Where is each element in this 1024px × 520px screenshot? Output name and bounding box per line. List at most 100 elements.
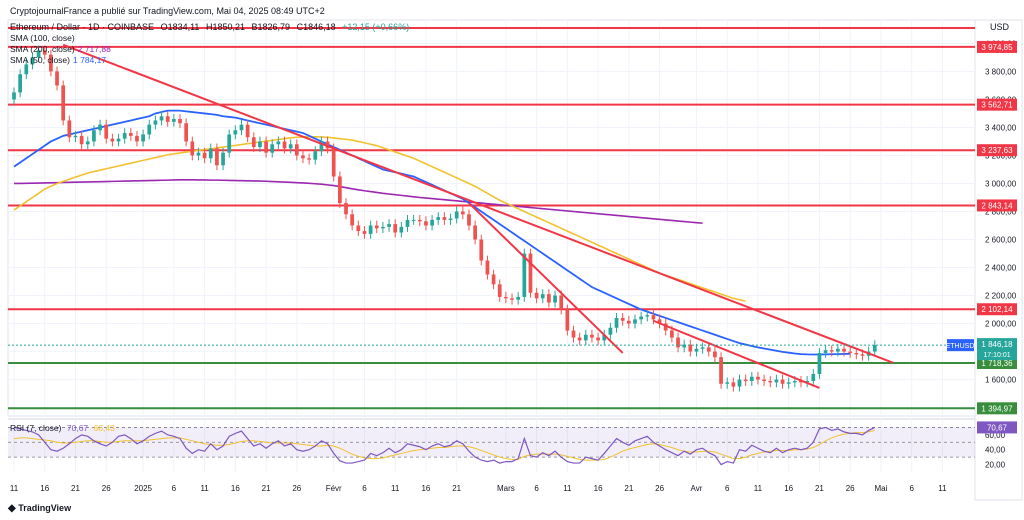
rsi-tick-label: 60,00 [985,431,1006,440]
candle [319,141,324,152]
candle [85,141,90,145]
candle [135,135,139,142]
x-tick-label: 16 [40,484,49,493]
candle [792,380,797,383]
candle [583,334,588,341]
indicator-sma200[interactable]: SMA (200, close) 2 717,88 [10,44,111,54]
candle [688,344,693,352]
candle [301,155,305,159]
candle [657,319,662,324]
candle [590,334,594,338]
candle [872,345,877,352]
candle [756,376,760,380]
x-tick-label: 16 [594,484,603,493]
candle [780,379,785,384]
x-tick-label: 16 [231,484,240,493]
y-tick-label: 2 400,00 [985,264,1017,273]
candle [190,141,195,156]
candle [104,124,109,139]
symbol-title[interactable]: Ethereum / Dollar · 1D · COINBASE [10,22,155,32]
x-tick-label: 11 [563,484,572,493]
candle [424,221,428,226]
rsi-ma-line [13,429,875,461]
candle [239,124,244,131]
last-price-label: 1 846,18 [981,340,1013,349]
y-tick-label: 3 800,00 [985,67,1017,76]
candle [633,319,637,324]
candle [30,57,35,65]
candle [473,225,477,240]
candle [393,224,398,233]
x-tick-label: Mars [497,484,515,493]
candle [577,337,582,341]
sma100-line [13,136,746,302]
footer-text: TradingView [18,503,72,513]
ohlc-close: C1846,18 [296,22,336,32]
rsi-tick-label: 40,00 [985,446,1006,455]
x-tick-label: Avr [691,484,703,493]
candle [516,296,521,300]
chart-header: CryptojournalFrance a publié sur Trading… [10,6,329,16]
candle [651,315,656,320]
candle [417,219,422,222]
candle [171,119,176,122]
candle [202,152,207,159]
candle [338,176,342,204]
candle [768,380,773,383]
x-tick-label: 21 [71,484,80,493]
candle [381,226,385,229]
candle [559,295,564,310]
level-label: 2 102,14 [981,305,1013,314]
level-tag [977,199,1017,212]
candle [153,120,158,125]
ohlc-open: O1834,11 [160,22,200,32]
rsi-ma-value: 66,43 [93,423,115,433]
y-tick-label: 1 600,00 [985,376,1017,385]
candle [540,294,545,299]
candle [356,225,361,232]
candle [547,294,551,303]
candle [24,64,29,75]
candle [676,337,680,348]
candle [620,317,625,321]
indicator-rsi[interactable]: RSI (7, close) 70,67 66,43 [10,423,115,433]
candle [264,141,268,153]
candle [98,124,102,131]
candle [522,253,527,297]
indicator-sma50[interactable]: SMA (50, close) 1 784,17 [10,55,106,65]
tradingview-logo[interactable]: ◆ TradingView [8,503,71,514]
indicator-label: SMA (50, close) [10,55,70,65]
candle [208,148,213,159]
candle [534,292,539,299]
candle [49,54,53,72]
candle [307,158,311,160]
rsi-label: RSI (7, close) [10,423,62,433]
candle [639,316,643,320]
level-tag [977,40,1017,53]
symbol-tag-label: ETHUSD [946,343,975,350]
candle [73,135,78,138]
candle [645,315,650,317]
y-tick-label: 2 000,00 [985,320,1017,329]
candle [325,141,330,149]
candle [670,330,674,338]
candle [842,348,846,352]
x-tick-label: 11 [938,484,947,493]
candle [510,298,514,300]
x-tick-label: 21 [262,484,271,493]
indicator-label: SMA (200, close) [10,44,75,54]
symbol-tag [947,339,974,352]
level-tag [977,303,1017,316]
x-tick-label: 11 [10,484,19,493]
candle [128,133,133,136]
last-price-tag [977,338,1017,361]
x-tick-label: 26 [102,484,111,493]
candle [454,211,459,219]
x-tick-label: 6 [725,484,730,493]
x-tick-label: Mai [874,484,887,493]
candle [233,130,238,135]
indicator-sma100[interactable]: SMA (100, close) [10,33,78,43]
candle [92,130,96,142]
candle [79,135,84,145]
